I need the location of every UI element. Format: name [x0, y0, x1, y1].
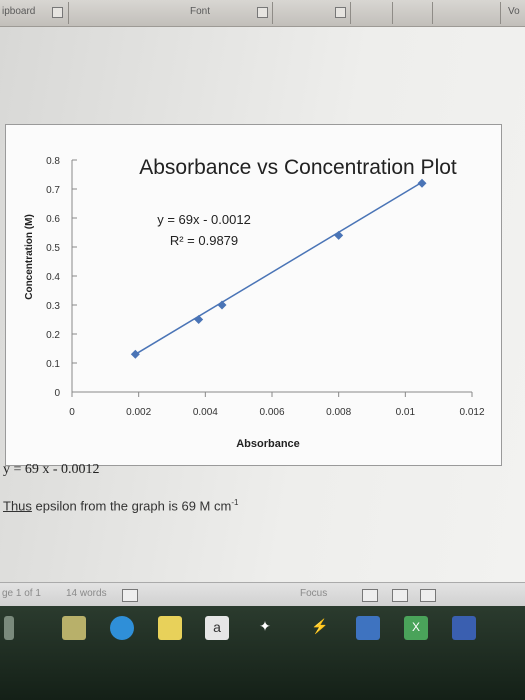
ribbon-separator	[500, 2, 501, 24]
x-tick-label: 0.008	[326, 407, 351, 418]
trendline	[134, 181, 423, 355]
y-axis-label: Concentration (M)	[24, 214, 35, 300]
conclusion-unit: cm	[210, 498, 232, 514]
x-tick-label: 0.002	[126, 407, 151, 418]
ribbon-separator	[432, 2, 433, 24]
web-layout-icon[interactable]	[420, 589, 436, 602]
scatter-chart: 0 0.1 0.2 0.3 0.4 0.5 0.6 0.7 0.8 0 0.002 0.004 0.00…	[24, 156, 485, 450]
conclusion-text: Thus epsilon from the graph is 69 M cm-1	[3, 498, 238, 513]
trendline-r-squared: R² = 0.9879	[170, 233, 238, 248]
x-tick-label: 0.01	[396, 407, 416, 418]
data-point	[194, 315, 204, 324]
sway-icon[interactable]: ⚡	[308, 616, 332, 640]
focus-mode-button[interactable]: Focus	[300, 588, 328, 599]
clipboard-group-label: ipboard	[2, 6, 36, 17]
taskbar: a ✦ ⚡ X	[0, 606, 525, 700]
x-tick-label: 0.012	[459, 407, 484, 418]
x-axis-label: Absorbance	[236, 438, 300, 450]
excel-icon[interactable]: X	[404, 616, 428, 640]
font-group-label: Font	[190, 6, 211, 17]
status-bar: ge 1 of 1 14 words Focus	[0, 582, 525, 607]
y-tick-label: 0.5	[46, 243, 60, 254]
page-count[interactable]: ge 1 of 1	[2, 588, 41, 599]
y-tick-label: 0	[54, 388, 60, 399]
conclusion-body: epsilon from the graph is 69 M	[31, 498, 211, 514]
data-point	[417, 178, 427, 188]
equation-text: y = 69 x - 0.0012	[3, 462, 100, 477]
y-tick-label: 0.1	[46, 359, 60, 370]
file-explorer-icon[interactable]	[62, 616, 86, 640]
clipboard-dialog-launcher-icon[interactable]	[52, 7, 63, 18]
sway-glyph: ⚡	[311, 618, 329, 634]
read-mode-icon[interactable]	[362, 589, 378, 602]
x-tick-label: 0.006	[259, 407, 284, 418]
start-icon[interactable]	[4, 616, 14, 640]
mail-icon[interactable]	[356, 616, 380, 640]
chart-object[interactable]: 0 0.1 0.2 0.3 0.4 0.5 0.6 0.7 0.8 0 0.002 0.004 0.00…	[5, 124, 502, 466]
y-tick-label: 0.4	[46, 272, 60, 283]
x-tick-label: 0.004	[193, 407, 218, 418]
trendline-equation: y = 69x - 0.0012	[157, 212, 251, 227]
chart-title: Absorbance vs Concentration Plot	[139, 156, 457, 179]
x-tick-label: 0	[69, 407, 75, 418]
data-point	[217, 300, 227, 310]
y-tick-label: 0.3	[46, 301, 60, 312]
dropbox-icon[interactable]: ✦	[253, 616, 277, 640]
excel-icon-label: X	[411, 620, 420, 634]
y-tick-label: 0.6	[46, 214, 60, 225]
word-count[interactable]: 14 words	[66, 588, 107, 599]
plot-area: 0 0.1 0.2 0.3 0.4 0.5 0.6 0.7 0.8 0 0.002 0.004 0.00…	[46, 156, 485, 418]
proofing-icon[interactable]	[122, 589, 138, 602]
conclusion-unit-exponent: -1	[231, 498, 239, 507]
print-layout-icon[interactable]	[392, 589, 408, 602]
styles-group-label: Vo	[508, 6, 520, 17]
thus-word: Thus	[3, 498, 32, 514]
dropbox-glyph: ✦	[259, 618, 271, 634]
data-point	[130, 349, 140, 359]
y-tick-label: 0.7	[46, 185, 60, 196]
ribbon-separator	[392, 2, 393, 24]
y-tick-label: 0.8	[46, 156, 60, 167]
word-icon[interactable]	[452, 616, 476, 640]
y-tick-label: 0.2	[46, 330, 60, 341]
store-icon[interactable]	[158, 616, 182, 640]
ribbon: ipboard Font Vo	[0, 0, 525, 27]
internet-explorer-icon[interactable]	[110, 616, 134, 640]
ribbon-separator	[272, 2, 273, 24]
ribbon-separator	[350, 2, 351, 24]
amazon-icon[interactable]: a	[205, 616, 229, 640]
ribbon-separator	[68, 2, 69, 24]
paragraph-dialog-launcher-icon[interactable]	[335, 7, 346, 18]
amazon-icon-label: a	[213, 619, 221, 635]
data-point	[334, 230, 344, 240]
font-dialog-launcher-icon[interactable]	[257, 7, 268, 18]
